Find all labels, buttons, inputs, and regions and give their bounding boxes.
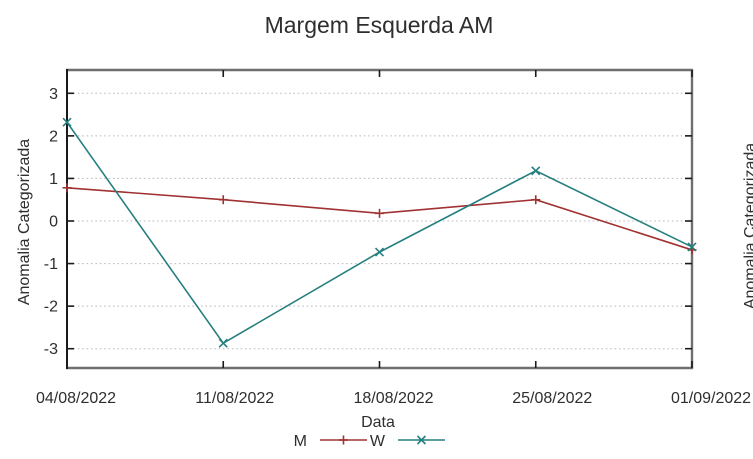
marker-cross [374,247,385,257]
marker-plus [218,195,228,205]
plot-border [66,68,694,370]
series-line-W [66,121,693,345]
tick-labels: 3 2 1 0 -1 -2 -3 04/08/2022 11/08/2022 18/08/2022… [36,86,751,407]
y-tick-label: 2 [49,128,58,145]
series [62,117,697,348]
y-axis-label: Anomalia Categorizada [16,139,33,305]
y-tick-label: -3 [44,341,58,358]
gridlines [69,92,690,350]
x-tick-label: 04/08/2022 [36,390,116,407]
marker-cross [687,242,697,252]
x-tick-label: 25/08/2022 [512,390,592,407]
y-tick-label: 1 [49,171,58,188]
y-tick-label: -1 [44,256,58,273]
marker-cross [416,435,427,445]
y-tick-label: -2 [44,299,58,316]
axis-ticks [66,70,693,368]
y-tick-label: 3 [49,86,58,103]
marker-cross [62,117,72,127]
marker-plus [62,183,72,193]
marker-cross [531,166,541,176]
legend-label-W: W [370,433,386,450]
x-axis-label: Data [361,414,395,431]
x-tick-label: 01/09/2022 [671,390,751,407]
marker-plus [531,195,541,205]
chart-title: Margem Esquerda AM [265,12,494,38]
marker-plus [375,208,384,218]
adjacent-chart-y-axis-label: Anomalia Categorizada [742,143,753,309]
marker-plus [339,435,348,445]
series-line-M [66,186,693,251]
y-tick-label: 0 [49,214,58,231]
legend-label-M: M [294,433,307,450]
x-tick-label: 11/08/2022 [195,390,274,407]
marker-cross [218,338,228,348]
x-tick-label: 18/08/2022 [353,390,433,407]
